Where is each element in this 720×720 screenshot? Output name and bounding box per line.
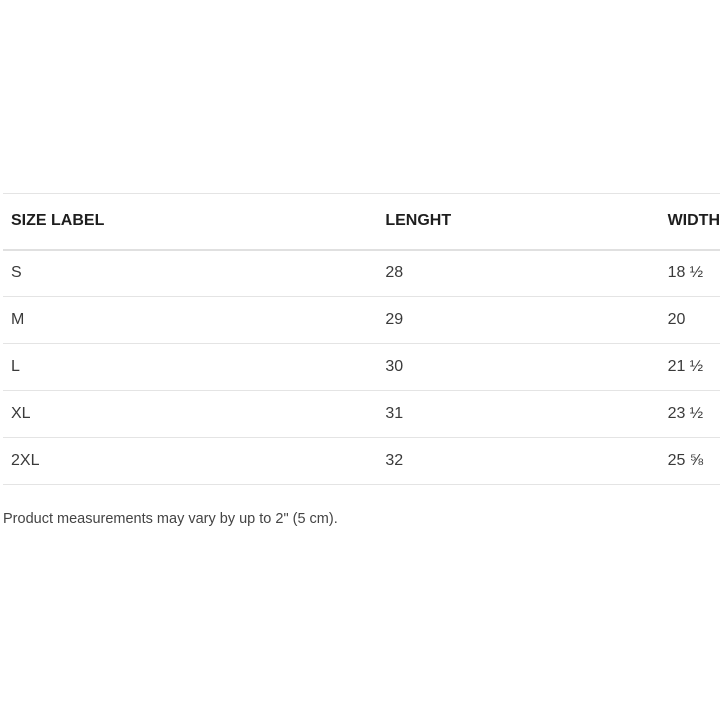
cell-length: 29: [385, 311, 404, 328]
cell-width: 20: [667, 311, 686, 328]
header-width: WIDTH: [667, 212, 720, 230]
table-header-row: SIZE LABEL LENGHT WIDTH: [3, 193, 720, 250]
table-row: M 29 20: [3, 297, 720, 344]
cell-width: 21 ½: [667, 358, 704, 375]
table-row: L 30 21 ½: [3, 344, 720, 391]
cell-width: 18 ½: [667, 264, 704, 282]
cell-length: 30: [385, 358, 404, 375]
cell-length: 31: [385, 405, 404, 422]
header-length: LENGHT: [385, 212, 452, 230]
cell-width: 25 ⅝: [667, 452, 704, 469]
table-row: XL 31 23 ½: [3, 391, 720, 438]
cell-size: L: [11, 358, 20, 375]
table-row: 2XL 32 25 ⅝: [3, 438, 720, 485]
cell-width: 23 ½: [667, 405, 704, 422]
cell-size: XL: [11, 405, 31, 422]
header-size-label: SIZE LABEL: [11, 212, 105, 230]
cell-length: 28: [385, 264, 404, 282]
cell-length: 32: [385, 452, 404, 469]
measurement-note: Product measurements may vary by up to 2…: [3, 511, 338, 527]
cell-size: 2XL: [11, 452, 40, 469]
size-chart-table: SIZE LABEL LENGHT WIDTH S 28 18 ½ M 29 20 L 30 2…: [3, 193, 720, 485]
table-row: S 28 18 ½: [3, 250, 720, 297]
cell-size: M: [11, 311, 25, 328]
cell-size: S: [11, 264, 22, 282]
